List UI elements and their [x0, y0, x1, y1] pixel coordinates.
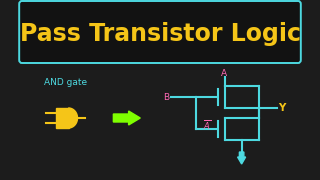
- Text: Y: Y: [278, 103, 286, 113]
- Text: AND gate: AND gate: [44, 78, 87, 87]
- FancyArrow shape: [237, 152, 246, 164]
- Polygon shape: [68, 108, 77, 128]
- Text: $\overline{A}$: $\overline{A}$: [203, 118, 211, 132]
- Text: A: A: [221, 69, 227, 78]
- FancyBboxPatch shape: [19, 1, 301, 63]
- FancyArrow shape: [113, 111, 140, 125]
- Text: Pass Transistor Logic: Pass Transistor Logic: [20, 22, 300, 46]
- Text: B: B: [163, 93, 169, 102]
- Polygon shape: [56, 108, 68, 128]
